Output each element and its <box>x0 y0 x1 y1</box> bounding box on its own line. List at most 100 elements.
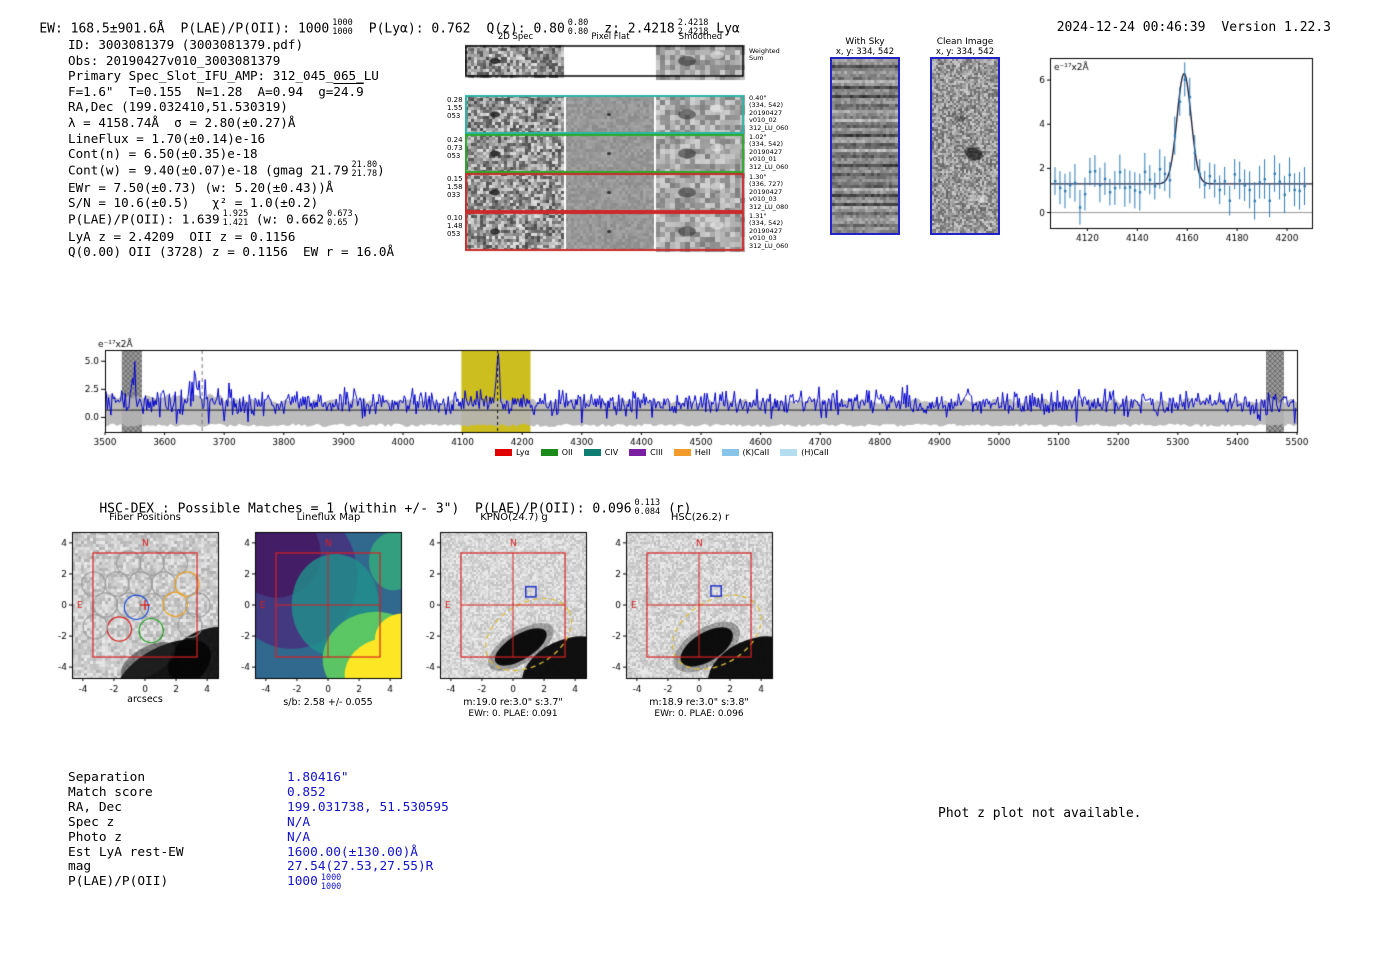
info-wavelength: λ = 4158.74Å σ = 2.80(±0.27)Å <box>68 114 296 130</box>
strip-right-value: 20190427 <box>749 226 783 235</box>
info-plae-w-fraction: 0.673 0.65 <box>327 209 353 228</box>
legend-swatch <box>721 449 739 456</box>
fraction-bottom: 0.084 <box>634 506 661 517</box>
legend-item: (H)CaII <box>780 448 829 457</box>
table-row: Photo z N/A <box>68 829 449 846</box>
report-timestamp: 2024-12-24 00:46:39 <box>1056 20 1206 35</box>
header-plya: P(Lyα): 0.762 <box>368 21 471 37</box>
strip-right-value: v010_03 <box>749 195 777 204</box>
info-cont-w: Cont(w) = 9.40(±0.07)e-18 (gmag 21.79 21.… <box>68 159 385 179</box>
legend-item: HeII <box>673 448 711 457</box>
fraction-top: 1000 <box>320 873 342 884</box>
info-ewr: EWr = 7.50(±0.73) (w: 5.20(±0.43))Å <box>68 179 334 195</box>
kpno-caption-1: m:19.0 re:3.0" s:3.7" <box>463 697 563 708</box>
legend-label: (K)CaII <box>742 448 770 457</box>
legend-swatch <box>540 449 558 456</box>
info-obs: Obs: 20190427v010_3003081379 <box>68 52 281 68</box>
strip-left-value: 0.73 <box>447 144 463 152</box>
strip-right-value: 0.40" <box>749 94 767 102</box>
legend-label: CIV <box>604 448 619 457</box>
strip-header-smoothed: Smoothed <box>678 32 723 42</box>
info-radec: RA,Dec (199.032410,51.530319) <box>68 99 288 115</box>
header-z: z: 2.4218 <box>604 21 675 37</box>
info-cont-n: Cont(n) = 6.50(±0.35)e-18 <box>68 146 258 162</box>
table-row: mag 27.54(27.53,27.55)R <box>68 860 449 875</box>
full-spectrum-plot <box>60 338 1320 456</box>
table-row: Spec z N/A <box>68 814 449 831</box>
legend-item: (K)CaII <box>721 448 770 457</box>
info-seeing: F=1.6" T=0.155 N=1.28 A=0.94 g=24.9 <box>68 83 364 99</box>
strip-right-value: (334, 542) <box>749 219 784 228</box>
strip-left-value: 033 <box>447 191 461 199</box>
match-row-value: 0.852 <box>287 784 326 800</box>
spec2d-strips-canvas <box>465 43 747 255</box>
legend-label: OII <box>561 448 573 457</box>
legend-swatch <box>583 449 601 456</box>
match-row-value: N/A <box>287 829 311 845</box>
info-id: ID: 3003081379 (3003081379.pdf) <box>68 37 304 52</box>
kpno-cutout-title: KPNO(24.7) g <box>480 512 548 523</box>
fiber-positions-title: Fiber Positions <box>109 512 181 523</box>
strip-right-value: (334, 542) <box>749 101 784 110</box>
fiber-xlabel: arcsecs <box>127 694 163 705</box>
strip-right-value: v010_02 <box>749 116 777 125</box>
hscdex-match-line: HSC-DEX : Possible Matches = 1 (within +… <box>99 498 692 517</box>
strip-right-value: (334, 542) <box>749 140 784 149</box>
kpno-caption-2: EWr: 0. PLAE: 0.091 <box>468 709 558 719</box>
fraction-top: 0.113 <box>634 498 661 508</box>
strip-right-value: 312_LU_060 <box>749 241 789 250</box>
info-gmag-overline: 24.9 <box>333 83 364 99</box>
match-row-value: 1600.00(±130.00)Å <box>287 844 418 860</box>
strip-right-value: 1.30" <box>749 173 767 181</box>
strip-right-value: 312_LU_080 <box>749 202 789 211</box>
legend-label: CIII <box>650 448 663 457</box>
lineflux-map-plot <box>223 526 413 702</box>
hscdex-text: HSC-DEX : Possible Matches = 1 (within +… <box>99 501 632 517</box>
strip-right-value: v010_01 <box>749 155 777 164</box>
strip-left-value: 0.24 <box>447 136 463 144</box>
strip-left-value: 0.28 <box>447 96 463 104</box>
emission-line-fit-plot <box>1020 46 1320 246</box>
fiber-positions-plot <box>40 526 230 702</box>
strip-row-right-annotation: 1.02" (334, 542) 20190427 v010_01 312_LU_060 <box>749 133 799 171</box>
cleanimage-image <box>930 57 1000 235</box>
fraction-bottom: 2.4218 <box>677 26 709 37</box>
info-primary-amp: Primary Spec_Slot_IFU_AMP: 312_045_065_L… <box>68 68 379 84</box>
strip-row-left-label: 0.15 1.58 033 <box>447 175 464 199</box>
match-row-label: Separation <box>68 770 146 785</box>
header-line-id: Lyα <box>716 21 740 37</box>
match-row-label: RA, Dec <box>68 799 122 815</box>
fraction-top: 21.80 <box>351 159 378 170</box>
match-row-fraction: 1000 1000 <box>321 874 341 892</box>
hscdex-fraction: 0.113 0.084 <box>635 499 661 517</box>
fraction-top: 1.925 <box>222 208 249 219</box>
strip-right-value: 312_LU_060 <box>749 162 789 171</box>
strip-row-left-label: 0.28 1.55 053 <box>447 96 464 120</box>
strip-row-right-annotation: 1.31" (334, 542) 20190427 v010_03 312_LU_060 <box>749 212 799 250</box>
match-row-label: Photo z <box>68 829 122 845</box>
fraction-top: 0.80 <box>567 18 589 28</box>
legend-swatch <box>629 449 647 456</box>
header-summary: EW: 168.5±901.6Å P(LAE)/P(OII): 1000 1000 1… <box>8 4 740 54</box>
legend-item: CIV <box>583 448 619 457</box>
match-row-label: Est LyA rest-EW <box>68 844 184 860</box>
strip-row-left-label: 0.10 1.48 053 <box>447 214 464 238</box>
fraction-top: 1000 <box>332 18 353 28</box>
fraction-bottom: 1000 <box>320 882 342 893</box>
legend-label: (H)CaII <box>801 448 829 457</box>
header-meta: 2024-12-24 00:46:39 Version 1.22.3 <box>1025 4 1331 52</box>
hsc-cutout-plot <box>594 526 784 702</box>
photz-note: Phot z plot not available. <box>938 806 1142 821</box>
match-row-label: P(LAE)/P(OII) <box>68 874 169 890</box>
legend-item: OII <box>540 448 573 457</box>
table-row: Separation 1.80416" <box>68 770 449 786</box>
report-version: Version 1.22.3 <box>1221 20 1331 35</box>
match-row-label: Spec z <box>68 814 115 830</box>
legend-label: HeII <box>694 448 711 457</box>
hsc-caption-1: m:18.9 re:3.0" s:3.8" <box>649 697 749 708</box>
header-qz: Q(z): 0.80 <box>486 21 565 37</box>
strip-right-value: 1.02" <box>749 133 767 141</box>
strip-left-value: 0.10 <box>447 214 463 222</box>
lineflux-caption: s/b: 2.58 +/- 0.055 <box>283 697 373 708</box>
